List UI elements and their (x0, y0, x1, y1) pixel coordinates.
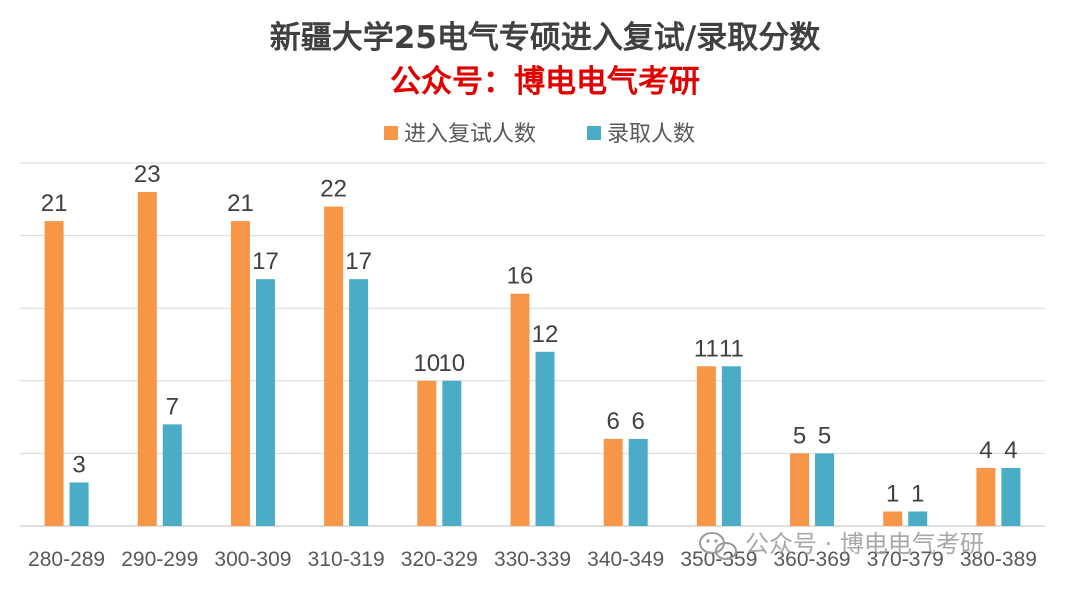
x-tick-label-330-339: 330-339 (494, 548, 571, 571)
bar-series-1-330-339 (510, 293, 530, 526)
data-label-series-2-320-329: 10 (438, 350, 465, 377)
data-label-series-2-330-339: 12 (532, 321, 559, 348)
x-tick-label-350-359: 350-359 (680, 548, 757, 571)
data-label-series-1-350-359: 11 (694, 335, 719, 362)
x-tick-label-290-299: 290-299 (121, 548, 198, 571)
data-label-series-2-370-379: 1 (911, 480, 924, 507)
data-label-series-2-380-389: 4 (1004, 437, 1017, 464)
bar-series-1-380-389 (976, 467, 996, 526)
gridlines (20, 162, 1045, 527)
data-label-series-1-320-329: 10 (413, 350, 440, 377)
data-label-series-1-380-389: 4 (979, 437, 992, 464)
data-label-series-2-290-299: 7 (166, 393, 179, 420)
bar-series-2-330-339 (535, 351, 555, 526)
bar-series-1-280-289 (44, 221, 64, 526)
bar-series-2-280-289 (69, 482, 89, 526)
data-label-series-1-280-289: 21 (41, 190, 68, 217)
chart-subtitle: 公众号：博电电气考研 (390, 64, 700, 100)
x-tick-label-340-349: 340-349 (587, 548, 664, 571)
bar-series-1-320-329 (417, 380, 437, 526)
bar-series-2-350-359 (721, 366, 741, 526)
wechat-icon (699, 532, 737, 560)
data-label-series-2-280-289: 3 (72, 451, 85, 478)
x-tick-label-380-389: 380-389 (960, 548, 1037, 571)
bar-series-2-370-379 (908, 511, 928, 526)
data-label-series-1-300-309: 21 (227, 190, 254, 217)
x-tick-label-300-309: 300-309 (214, 548, 291, 571)
chart-title: 新疆大学25电气专硕进入复试/录取分数 (270, 20, 820, 56)
bar-series-2-290-299 (162, 424, 182, 526)
bar-series-1-300-309 (230, 221, 250, 526)
x-axis-ticks: 280-289 290-299 300-309 310-319 320-329 330-3… (28, 548, 1037, 571)
bars (44, 192, 1021, 527)
legend-swatch-series-1 (384, 126, 398, 140)
bar-series-2-340-349 (628, 438, 648, 526)
bar-series-2-380-389 (1001, 467, 1021, 526)
x-tick-label-310-319: 310-319 (308, 548, 385, 571)
data-label-series-2-300-309: 17 (252, 248, 279, 275)
x-tick-label-320-329: 320-329 (401, 548, 478, 571)
watermark-text: 公众号 · 博电电气考研 (745, 530, 984, 558)
bar-series-2-310-319 (349, 279, 369, 526)
bar-series-1-340-349 (603, 438, 623, 526)
x-tick-label-360-369: 360-369 (774, 548, 851, 571)
data-label-series-1-290-299: 23 (134, 161, 161, 188)
watermark: 公众号 · 博电电气考研 (699, 530, 984, 560)
bar-series-1-290-299 (137, 192, 157, 527)
x-tick-label-280-289: 280-289 (28, 548, 105, 571)
data-label-series-2-350-359: 11 (719, 335, 744, 362)
legend-label-series-2: 录取人数 (607, 122, 695, 147)
data-label-series-2-340-349: 6 (632, 408, 645, 435)
legend: 进入复试人数 录取人数 (384, 122, 695, 147)
bar-series-1-360-369 (790, 453, 810, 526)
data-label-series-2-310-319: 17 (345, 248, 372, 275)
data-label-series-1-340-349: 6 (607, 408, 620, 435)
data-label-series-1-310-319: 22 (320, 176, 347, 203)
legend-swatch-series-2 (587, 126, 601, 140)
bar-series-1-370-379 (883, 511, 903, 526)
data-label-series-2-360-369: 5 (818, 422, 831, 449)
bar-series-2-360-369 (815, 453, 835, 526)
bar-series-1-350-359 (696, 366, 716, 526)
legend-label-series-1: 进入复试人数 (404, 122, 536, 147)
bar-series-2-300-309 (255, 279, 275, 526)
bar-series-2-320-329 (442, 380, 462, 526)
data-label-series-1-330-339: 16 (507, 263, 534, 290)
data-label-series-1-370-379: 1 (886, 480, 899, 507)
data-label-series-1-360-369: 5 (793, 422, 806, 449)
x-tick-label-370-379: 370-379 (867, 548, 944, 571)
bar-series-1-310-319 (324, 206, 344, 526)
